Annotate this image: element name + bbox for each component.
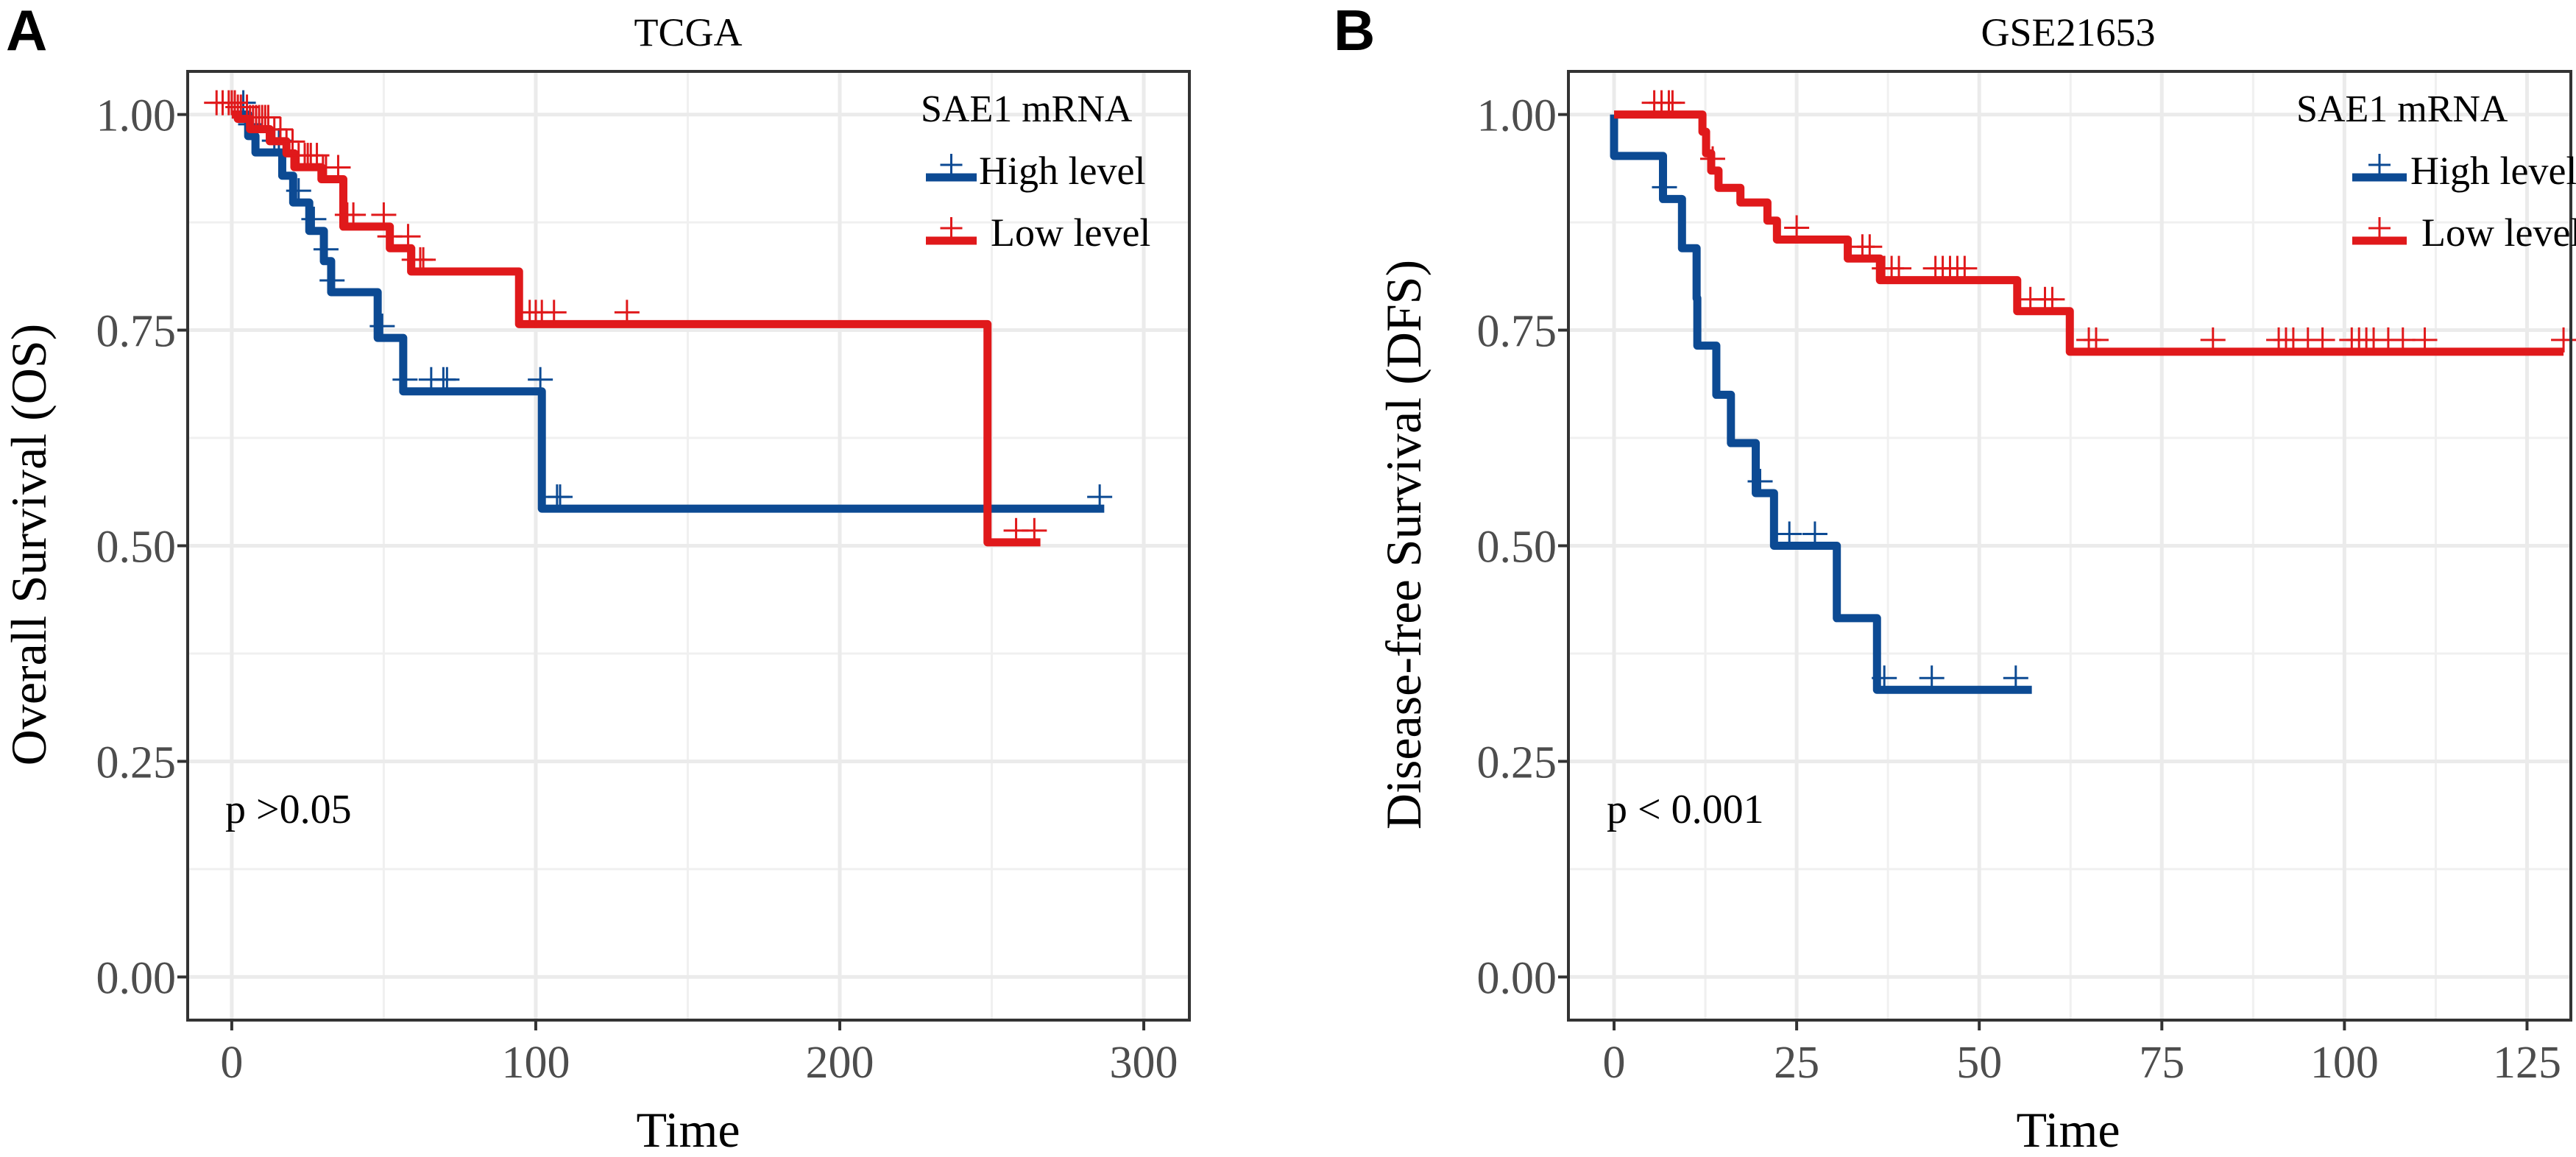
censor-mark (280, 129, 305, 155)
plot-panel-b: 0 25 50 75 100 125 0.00 0.25 0.50 0.75 1.00 (1477, 70, 2576, 1088)
censor-mark (1652, 174, 1677, 200)
censor-mark (392, 367, 418, 392)
censor-mark (267, 116, 293, 142)
legend-title-b: SAE1 mRNA (2296, 88, 2508, 130)
x-tick-label: 0 (220, 1038, 243, 1088)
x-tick-label: 125 (2493, 1038, 2561, 1088)
censor-mark (1699, 146, 1725, 171)
y-tick-label: 1.00 (96, 91, 177, 141)
panel-letter-a: A (6, 0, 47, 63)
censor-mark (1857, 234, 1883, 260)
censor-mark (1952, 255, 1978, 281)
censor-mark (547, 484, 573, 510)
plot-border (1567, 70, 2572, 1022)
censor-mark (1784, 215, 1810, 241)
y-tick-label: 0.75 (1477, 307, 1557, 357)
legend-label-low-a: Low level (991, 210, 1150, 255)
censor-mark (1872, 665, 1897, 691)
y-tick-label: 0.00 (1477, 953, 1557, 1003)
censor-mark (319, 267, 345, 293)
censor-mark (2039, 286, 2065, 312)
censor-mark (301, 206, 327, 232)
censor-mark (286, 178, 311, 204)
censor-mark (1660, 90, 1685, 116)
censor-mark (325, 155, 351, 180)
y-tick-label: 0.25 (1477, 737, 1557, 788)
p-value-a: p >0.05 (225, 787, 352, 832)
censor-mark (1777, 521, 1802, 547)
x-tick-label: 75 (2139, 1038, 2184, 1088)
survival-curve-high (231, 110, 1105, 513)
x-tick-label: 100 (501, 1038, 570, 1088)
censor-mark (255, 105, 281, 130)
censor-mark (2083, 327, 2109, 353)
censor-mark (1886, 255, 1912, 281)
legend-key-high (926, 154, 977, 182)
legend-label-high-b: High level (2410, 149, 2576, 193)
x-tick-label: 50 (1956, 1038, 2002, 1088)
censor-mark (369, 314, 395, 339)
censor-mark (395, 224, 421, 250)
survival-curve-high (1610, 114, 2032, 694)
censor-mark (528, 367, 553, 392)
p-value-b: p < 0.001 (1607, 787, 1764, 832)
censor-mark (1087, 484, 1113, 510)
censor-mark (371, 202, 397, 227)
censor-mark (1802, 521, 1827, 547)
plot-panel-a: 0 100 200 300 0.00 0.25 0.50 0.75 1.00 (96, 70, 1191, 1088)
x-axis-title-a: Time (636, 1102, 740, 1157)
censor-mark (1022, 517, 1047, 543)
legend-key-low (926, 217, 977, 245)
censor-mark (341, 202, 367, 227)
censor-mark (2412, 327, 2438, 353)
y-tick-label: 0.25 (96, 737, 177, 788)
x-tick-label: 200 (805, 1038, 874, 1088)
legend-label-low-b: Low level (2421, 210, 2576, 255)
censor-mark (313, 236, 339, 262)
y-axis-title-a: Overall Survival (OS) (1, 324, 57, 766)
censor-mark (2003, 665, 2028, 691)
censor-mark (1747, 469, 1773, 495)
y-tick-label: 0.50 (96, 523, 177, 573)
survival-curve-low (1614, 110, 2564, 356)
censor-mark (2390, 327, 2416, 353)
y-tick-label: 0.75 (96, 307, 177, 357)
y-tick-label: 0.50 (1477, 523, 1557, 573)
panel-letter-b: B (1334, 0, 1375, 63)
censor-mark (434, 367, 460, 392)
plot-title-a: TCGA (634, 10, 743, 54)
censor-mark (222, 90, 248, 116)
legend-label-high-a: High level (979, 149, 1145, 193)
x-axis-title-b: Time (2016, 1102, 2120, 1157)
plot-title-b: GSE21653 (1981, 10, 2155, 54)
y-axis-title-b: Disease-free Survival (DFS) (1376, 260, 1432, 829)
x-tick-label: 25 (1774, 1038, 1819, 1088)
x-tick-label: 0 (1603, 1038, 1626, 1088)
censor-mark (614, 300, 640, 325)
legend-key-high (2352, 154, 2407, 182)
censor-mark (411, 247, 436, 272)
censor-mark (1919, 665, 1945, 691)
legend-title-a: SAE1 mRNA (921, 88, 1133, 130)
plot-border (186, 70, 1191, 1022)
y-tick-label: 0.00 (96, 953, 177, 1003)
censor-mark (541, 300, 567, 325)
legend-key-low (2352, 217, 2407, 245)
y-tick-label: 1.00 (1477, 91, 1557, 141)
x-tick-label: 300 (1110, 1038, 1178, 1088)
censor-mark (2310, 327, 2335, 353)
censor-mark (2200, 327, 2226, 353)
x-tick-label: 100 (2310, 1038, 2379, 1088)
